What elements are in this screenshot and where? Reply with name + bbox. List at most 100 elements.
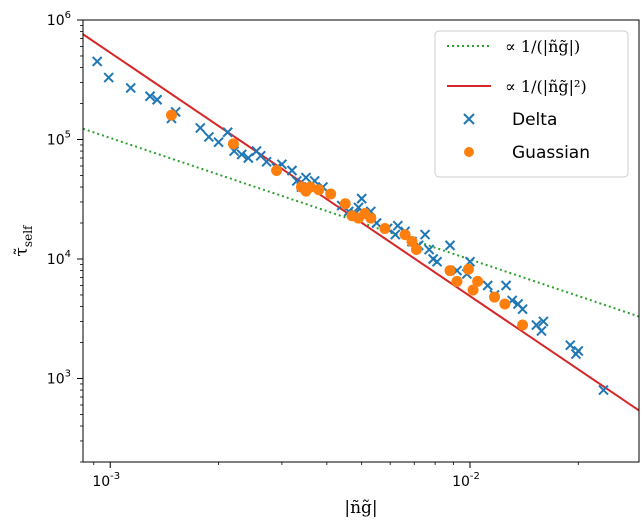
delta-point-stroke	[392, 220, 404, 231]
delta-point	[261, 156, 272, 168]
delta-point	[444, 240, 456, 251]
delta-point-stroke	[573, 345, 584, 357]
delta-point	[573, 345, 584, 357]
guassian-point	[444, 265, 456, 277]
y-tick-label: 104	[47, 249, 71, 268]
delta-point-stroke	[371, 217, 382, 229]
delta-point-stroke	[390, 229, 401, 240]
delta-point-stroke	[195, 122, 206, 134]
guassian-point	[165, 109, 177, 121]
axes-layer: 103 104 105 106 10-3 10-2 |ñg̃| τ̃self	[12, 10, 640, 518]
guassian-point	[489, 291, 501, 303]
delta-point	[356, 193, 367, 204]
guassian-point	[339, 198, 351, 210]
delta-point	[286, 165, 298, 176]
delta-point-stroke	[213, 136, 224, 148]
delta-point	[213, 136, 224, 148]
delta-point	[300, 172, 312, 183]
y-tick-label: 106	[47, 10, 71, 29]
y-axis-label: τ̃self	[12, 224, 35, 257]
guassian-point	[365, 212, 377, 224]
guassian-point	[451, 275, 463, 287]
delta-point-stroke	[598, 384, 609, 396]
delta-point-stroke	[419, 229, 431, 240]
guassian-point	[517, 319, 529, 331]
guassian-point	[462, 263, 474, 275]
delta-point	[423, 244, 435, 255]
delta-point	[243, 152, 254, 164]
delta-point-stroke	[144, 91, 156, 102]
guassian-point	[406, 236, 418, 248]
marks-layer	[83, 33, 639, 412]
legend: ∝ 1/(|ñg̃|) ∝ 1/(|ñg̃|²) Delta Guassian	[434, 30, 629, 178]
delta-point-stroke	[203, 131, 215, 143]
delta-point-stroke	[353, 202, 364, 213]
x-tick-label: 10-2	[452, 471, 480, 490]
plot-area	[83, 33, 639, 412]
delta-point	[500, 280, 512, 291]
delta-point-stroke	[444, 240, 456, 251]
delta-point	[517, 303, 528, 315]
delta-point	[222, 127, 233, 138]
delta-point-stroke	[482, 280, 493, 291]
delta-point	[92, 56, 103, 67]
delta-point-stroke	[255, 150, 266, 162]
delta-point-stroke	[356, 193, 367, 204]
delta-point-stroke	[517, 303, 528, 315]
delta-point-stroke	[125, 82, 136, 94]
guassian-point	[325, 188, 337, 200]
delta-point-stroke	[431, 256, 443, 267]
legend-label-inverse: ∝ 1/(|ñg̃|)	[505, 37, 580, 56]
delta-point	[598, 384, 609, 396]
delta-point-stroke	[536, 325, 547, 337]
guassian-point	[271, 165, 283, 177]
delta-point-stroke	[261, 156, 272, 168]
delta-point-stroke	[565, 339, 576, 351]
delta-point-stroke	[243, 152, 254, 164]
guassian-point	[399, 229, 411, 241]
delta-point	[538, 316, 549, 327]
delta-point	[195, 122, 206, 134]
delta-point-stroke	[291, 175, 302, 187]
delta-point	[144, 91, 156, 102]
y-tick-label: 103	[47, 368, 71, 387]
delta-point	[203, 131, 215, 143]
delta-point-stroke	[228, 145, 240, 157]
guassian-point	[304, 181, 316, 193]
guassian-point	[499, 298, 511, 310]
delta-point-stroke	[423, 244, 435, 255]
delta-point	[536, 325, 547, 337]
delta-point-stroke	[222, 127, 233, 138]
legend-label-guassian: Guassian	[512, 143, 590, 163]
delta-point	[151, 94, 163, 105]
delta-point-stroke	[300, 172, 312, 183]
delta-point	[125, 82, 136, 94]
plot-frame	[82, 19, 640, 463]
delta-point-stroke	[286, 165, 298, 176]
delta-point	[392, 220, 404, 231]
delta-point-stroke	[92, 56, 103, 67]
x-axis-label: |ñg̃|	[344, 498, 377, 518]
y-tick-label: 105	[47, 129, 71, 148]
delta-point-stroke	[500, 280, 512, 291]
guassian-point	[472, 275, 484, 287]
legend-delta-marker	[463, 113, 475, 125]
guassian-point	[379, 222, 391, 234]
x-tick-label: 10-3	[92, 471, 120, 490]
delta-point-stroke	[236, 149, 247, 160]
legend-label-delta: Delta	[512, 110, 557, 130]
delta-point	[236, 149, 247, 160]
delta-point	[419, 229, 431, 240]
delta-point-stroke	[103, 72, 114, 83]
delta-point	[431, 256, 443, 267]
guassian-point	[410, 244, 422, 256]
delta-point	[565, 339, 576, 351]
delta-point-stroke	[151, 94, 163, 105]
guassian-point	[467, 284, 479, 296]
guassian-point	[313, 184, 325, 196]
guassian-point	[227, 138, 239, 150]
delta-point	[390, 229, 401, 240]
delta-point-stroke	[538, 316, 549, 327]
legend-guassian-marker	[464, 147, 474, 157]
